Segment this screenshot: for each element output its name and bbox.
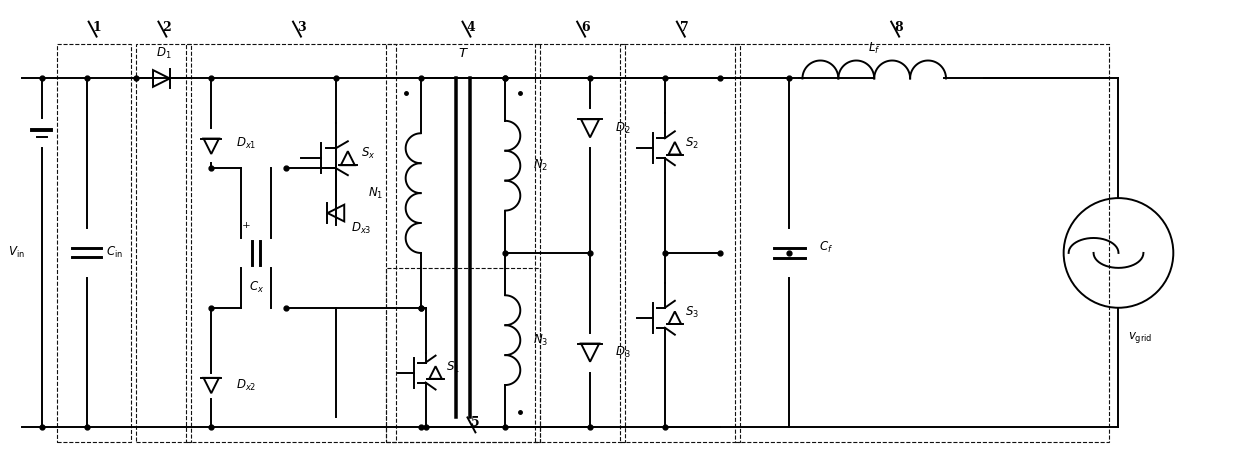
Text: $N_3$: $N_3$ xyxy=(533,333,548,348)
Text: $D_2$: $D_2$ xyxy=(615,121,630,136)
Text: $N_1$: $N_1$ xyxy=(368,185,383,201)
Text: $V_{\rm in}$: $V_{\rm in}$ xyxy=(9,245,25,261)
Text: $S_3$: $S_3$ xyxy=(684,305,699,320)
Text: $S_2$: $S_2$ xyxy=(684,136,698,151)
Text: 6: 6 xyxy=(580,21,589,33)
Text: $S_1$: $S_1$ xyxy=(445,360,460,375)
Bar xyxy=(386,268,541,442)
Bar xyxy=(536,44,625,442)
Bar xyxy=(136,44,191,442)
Text: $D_1$: $D_1$ xyxy=(156,46,171,61)
Text: +: + xyxy=(242,220,250,229)
Text: $D_{x1}$: $D_{x1}$ xyxy=(236,136,257,151)
Text: $D_{x3}$: $D_{x3}$ xyxy=(351,220,371,235)
Bar xyxy=(57,44,131,442)
Text: $L_f$: $L_f$ xyxy=(868,41,880,56)
Text: $C_{\rm in}$: $C_{\rm in}$ xyxy=(107,245,123,261)
Text: $v_{\rm grid}$: $v_{\rm grid}$ xyxy=(1128,330,1153,345)
Bar xyxy=(386,44,541,442)
Bar xyxy=(620,44,739,442)
Text: $N_2$: $N_2$ xyxy=(533,158,548,173)
Text: $D_3$: $D_3$ xyxy=(615,345,631,360)
Text: $C_f$: $C_f$ xyxy=(820,240,833,256)
Text: 4: 4 xyxy=(466,21,475,33)
Bar xyxy=(186,44,396,442)
Text: 2: 2 xyxy=(162,21,171,33)
Text: 5: 5 xyxy=(471,416,480,430)
Text: 7: 7 xyxy=(681,21,689,33)
Bar xyxy=(734,44,1109,442)
Text: 3: 3 xyxy=(296,21,305,33)
Text: 1: 1 xyxy=(92,21,100,33)
Text: $S_x$: $S_x$ xyxy=(361,146,376,161)
Text: $T$: $T$ xyxy=(458,47,469,60)
Text: 8: 8 xyxy=(895,21,904,33)
Text: $C_x$: $C_x$ xyxy=(248,280,264,295)
Text: $D_{x2}$: $D_{x2}$ xyxy=(236,378,257,393)
